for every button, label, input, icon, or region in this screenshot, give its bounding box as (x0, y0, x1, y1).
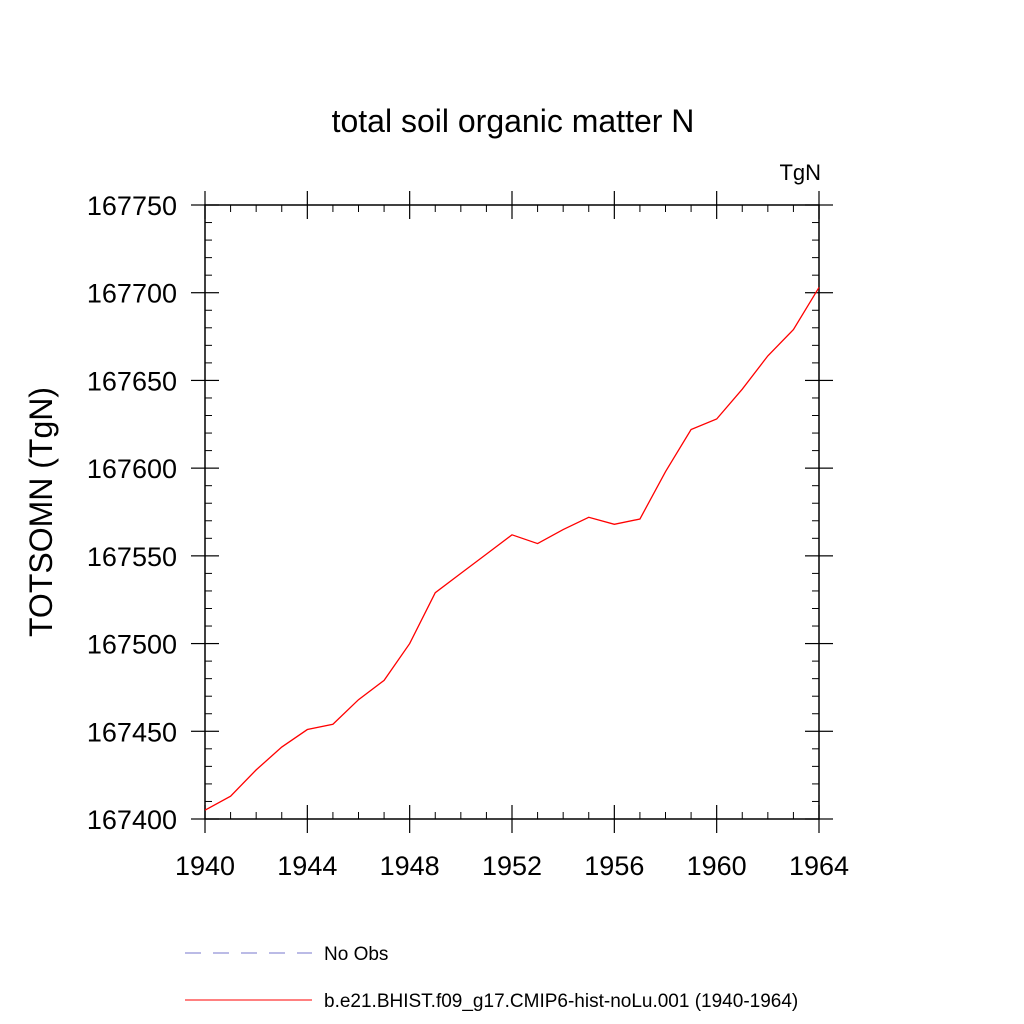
chart-title: total soil organic matter N (332, 103, 695, 139)
x-tick-label: 1964 (789, 851, 849, 881)
x-tick-label: 1952 (482, 851, 542, 881)
y-tick-labels: 167400 167450 167500 167550 167600 167650 1677… (87, 191, 177, 835)
y-tick-label: 167450 (87, 717, 177, 747)
units-label: TgN (779, 160, 821, 185)
y-tick-label: 167700 (87, 279, 177, 309)
y-tick-label: 167750 (87, 191, 177, 221)
plot-frame (204, 204, 820, 820)
x-tick-label: 1948 (380, 851, 440, 881)
y-tick-label: 167600 (87, 454, 177, 484)
legend-label-series: b.e21.BHIST.f09_g17.CMIP6-hist-noLu.001 … (324, 991, 798, 1012)
series-line (204, 287, 820, 811)
x-tick-labels: 1940 1944 1948 1952 1956 1960 1964 (175, 851, 849, 881)
y-tick-label: 167500 (87, 630, 177, 660)
x-tick-label: 1960 (687, 851, 747, 881)
x-tick-label: 1944 (277, 851, 337, 881)
x-tick-label: 1940 (175, 851, 235, 881)
axis-ticks (191, 191, 833, 833)
y-tick-label: 167400 (87, 805, 177, 835)
y-axis-label: TOTSOMN (TgN) (23, 387, 59, 637)
y-tick-label: 167550 (87, 542, 177, 572)
legend-label-no-obs: No Obs (324, 944, 388, 965)
x-tick-label: 1956 (584, 851, 644, 881)
legend: No Obs b.e21.BHIST.f09_g17.CMIP6-hist-no… (185, 944, 798, 1012)
series-layer (204, 287, 820, 811)
y-tick-label: 167650 (87, 366, 177, 396)
